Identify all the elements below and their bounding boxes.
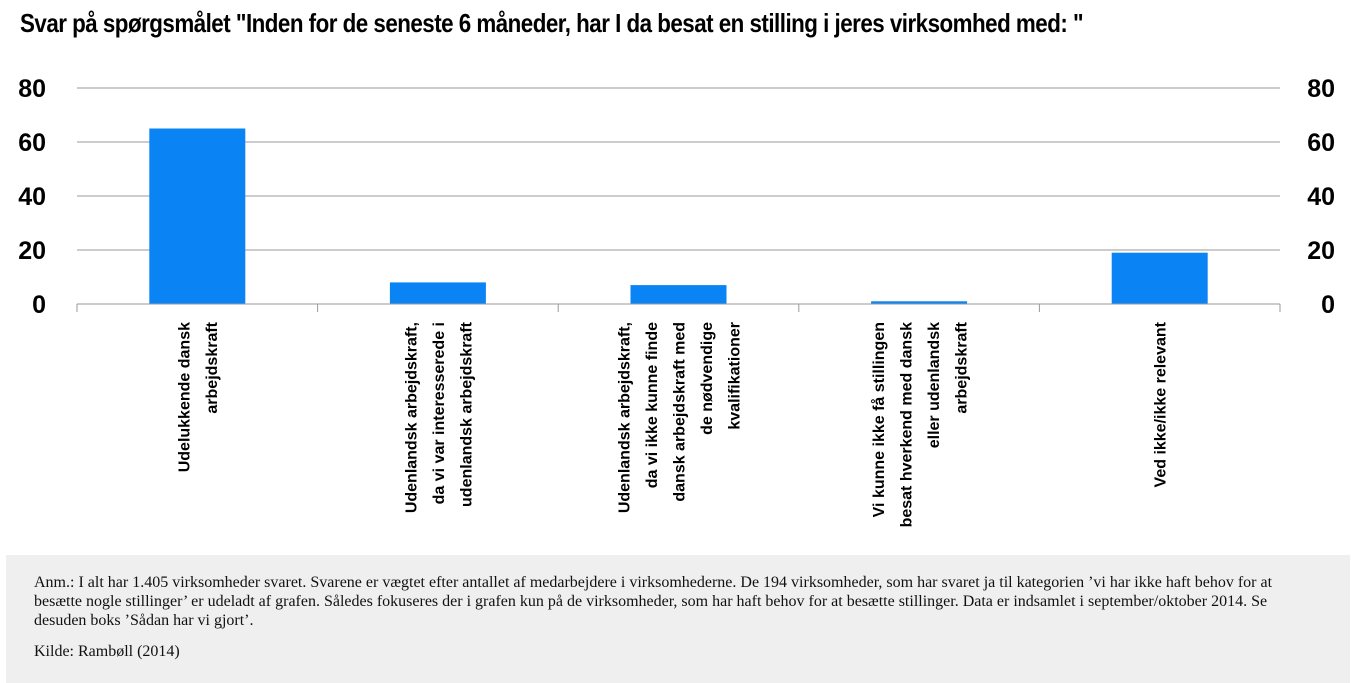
gridlines: [77, 87, 1280, 251]
category-label-line: Udelukkende dansk: [177, 322, 194, 472]
source-text: Kilde: Rambøll (2014): [34, 643, 180, 660]
note-box: Anm.: I alt har 1.405 virksomheder svare…: [6, 555, 1350, 683]
category-label-line: da vi ikke kunne finde: [644, 322, 661, 488]
y-axis-right: 0 20 40 60 80: [1307, 75, 1335, 319]
category-label-line: udenlandsk arbejdskraft: [458, 321, 475, 507]
category-label-line: Udenlandsk arbejdskraft,: [617, 322, 634, 513]
category-label-line: kvalifikationer: [727, 322, 744, 430]
category-label-line: de nødvendige: [699, 322, 716, 435]
category-label-line: arbejdskraft: [204, 321, 221, 413]
note-text: Anm.: I alt har 1.405 virksomheder svare…: [34, 574, 1273, 629]
category-label: Udenlandsk arbejdskraft, da vi ikke kunne…: [617, 322, 744, 513]
y-tick-label-left: 80: [18, 75, 46, 103]
category-label-line: Udenlandsk arbejdskraft,: [403, 322, 420, 513]
category-label: Udelukkende dansk arbejdskraft: [177, 321, 222, 472]
category-label: Vi kunne ikke få stillingen besat hverken…: [870, 321, 971, 527]
y-axis-left: 0 20 40 60 80: [18, 75, 46, 319]
bar: [389, 282, 486, 304]
category-label: Ved ikke/ikke relevant: [1153, 321, 1170, 487]
y-tick-label-left: 60: [18, 129, 46, 157]
category-label-line: Ved ikke/ikke relevant: [1153, 321, 1170, 487]
category-label-line: arbejdskraft: [953, 321, 970, 413]
bars: [149, 128, 1208, 304]
chart-title: Svar på spørgsmålet "Inden for de senest…: [20, 8, 1084, 38]
bar: [149, 128, 246, 304]
bar-chart: 0 20 40 60 80 0 20 40 60 80 Udelukkende dansk arb…: [18, 75, 1335, 527]
category-labels: Udelukkende dansk arbejdskraft Udenlandsk …: [177, 321, 1170, 527]
category-label-line: eller udenlandsk: [926, 322, 943, 448]
bar: [1111, 252, 1208, 304]
y-tick-label-right: 0: [1321, 291, 1335, 319]
y-tick-label-right: 80: [1307, 75, 1335, 103]
bar: [871, 301, 968, 304]
x-axis: [76, 303, 1281, 312]
y-tick-label-left: 0: [32, 291, 46, 319]
bar: [630, 285, 727, 304]
category-label-line: da vi var interesserede i: [431, 322, 448, 504]
y-tick-label-right: 60: [1307, 129, 1335, 157]
category-label-line: Vi kunne ikke få stillingen: [870, 322, 888, 517]
category-label: Udenlandsk arbejdskraft, da vi var intere…: [403, 321, 475, 513]
y-tick-label-right: 40: [1307, 183, 1335, 211]
y-tick-label-left: 20: [18, 237, 46, 265]
y-tick-label-left: 40: [18, 183, 46, 211]
y-tick-label-right: 20: [1307, 237, 1335, 265]
category-label-line: dansk arbejdskraft med: [672, 322, 689, 502]
category-label-line: besat hverkend med dansk: [898, 322, 915, 528]
